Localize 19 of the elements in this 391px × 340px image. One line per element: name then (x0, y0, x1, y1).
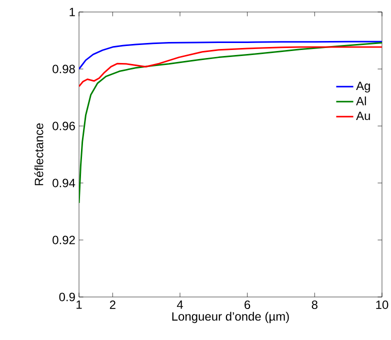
y-tick-label: 0.98 (52, 64, 75, 74)
legend-label: Ag (356, 82, 370, 92)
y-tick-label: 0.9 (59, 292, 75, 302)
legend-label: Au (356, 112, 370, 120)
y-tick-label: 0.92 (52, 236, 75, 244)
y-tick-label: 0.96 (52, 122, 75, 130)
y-tick-label: 0.94 (52, 178, 76, 188)
line-series (79, 42, 382, 204)
x-tick-label: 6 (244, 300, 250, 310)
x-tick-label: 10 (376, 300, 388, 310)
y-axis-title: Réflectance (34, 123, 44, 186)
y-tick-label: 1 (70, 8, 75, 16)
x-tick-label: 1 (76, 300, 82, 309)
x-axis-title: Longueur d’onde (µm) (172, 312, 289, 324)
legend-label: Al (356, 96, 366, 106)
line-series (79, 40, 382, 70)
x-tick-label: 2 (110, 300, 116, 309)
x-tick-label: 8 (312, 300, 318, 310)
x-tick-label: 4 (176, 300, 183, 309)
